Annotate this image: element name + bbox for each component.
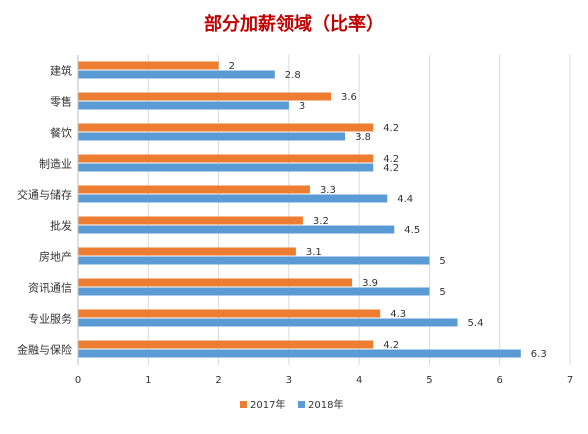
bar <box>78 256 430 265</box>
x-tick-label: 7 <box>567 375 573 386</box>
bar <box>78 216 303 225</box>
data-label: 5 <box>439 256 445 267</box>
bar <box>78 61 219 70</box>
data-label: 4.2 <box>383 340 399 351</box>
legend-label: 2017年 <box>250 398 285 411</box>
data-label: 4.4 <box>397 194 413 205</box>
data-label: 5.4 <box>468 318 484 329</box>
bar <box>78 194 388 203</box>
bar <box>78 123 374 132</box>
bar <box>78 163 374 172</box>
legend-swatch <box>240 401 247 408</box>
legend-label: 2018年 <box>308 398 343 411</box>
bar <box>78 132 346 141</box>
bar <box>78 340 374 349</box>
data-labels: 22.83.634.23.84.24.23.34.43.24.53.153.95… <box>229 61 547 360</box>
x-axis: 0 1 2 3 4 5 6 7 <box>75 375 573 386</box>
data-label: 4.3 <box>390 309 406 320</box>
y-tick-label: 交通与储存 <box>17 188 72 202</box>
bar <box>78 349 521 358</box>
data-label: 4.2 <box>383 163 399 174</box>
x-tick-label: 0 <box>75 375 81 386</box>
x-tick-label: 1 <box>145 375 151 386</box>
data-label: 4.5 <box>404 225 420 236</box>
bar <box>78 154 374 163</box>
legend: 2017年 2018年 <box>240 398 343 411</box>
data-label: 4.2 <box>383 123 399 134</box>
data-label: 3.3 <box>320 185 336 196</box>
data-label: 5 <box>439 287 445 298</box>
y-tick-label: 制造业 <box>39 157 72 171</box>
bar <box>78 247 296 256</box>
bar <box>78 318 458 327</box>
data-label: 4.2 <box>383 154 399 165</box>
data-label: 3.9 <box>362 278 378 289</box>
bar <box>78 70 275 79</box>
y-tick-label: 建筑 <box>50 64 72 78</box>
x-tick-label: 3 <box>286 375 292 386</box>
y-tick-label: 零售 <box>50 95 72 109</box>
data-label: 6.3 <box>531 349 547 360</box>
chart-title: 部分加薪领域（比率） <box>204 13 384 35</box>
y-tick-label: 专业服务 <box>28 312 72 326</box>
data-label: 3.6 <box>341 92 357 103</box>
legend-swatch <box>298 401 305 408</box>
data-label: 3 <box>299 101 305 112</box>
data-label: 3.2 <box>313 216 329 227</box>
bar <box>78 225 395 234</box>
data-label: 3.8 <box>355 132 371 143</box>
data-label: 2.8 <box>285 70 301 81</box>
bar <box>78 278 353 287</box>
bar <box>78 185 310 194</box>
bar <box>78 287 430 296</box>
x-tick-label: 5 <box>426 375 432 386</box>
x-tick-label: 2 <box>215 375 221 386</box>
bar <box>78 101 289 110</box>
y-tick-label: 房地产 <box>39 250 72 264</box>
x-tick-label: 6 <box>497 375 503 386</box>
bar <box>78 92 332 101</box>
bars <box>78 61 521 358</box>
bar <box>78 309 381 318</box>
y-tick-label: 批发 <box>50 219 72 233</box>
y-tick-label: 金融与保险 <box>17 343 72 357</box>
x-tick-label: 4 <box>356 375 362 386</box>
y-tick-label: 餐饮 <box>50 126 72 140</box>
data-label: 3.1 <box>306 247 322 258</box>
data-label: 2 <box>229 61 235 72</box>
y-tick-label: 资讯通信 <box>28 282 72 295</box>
